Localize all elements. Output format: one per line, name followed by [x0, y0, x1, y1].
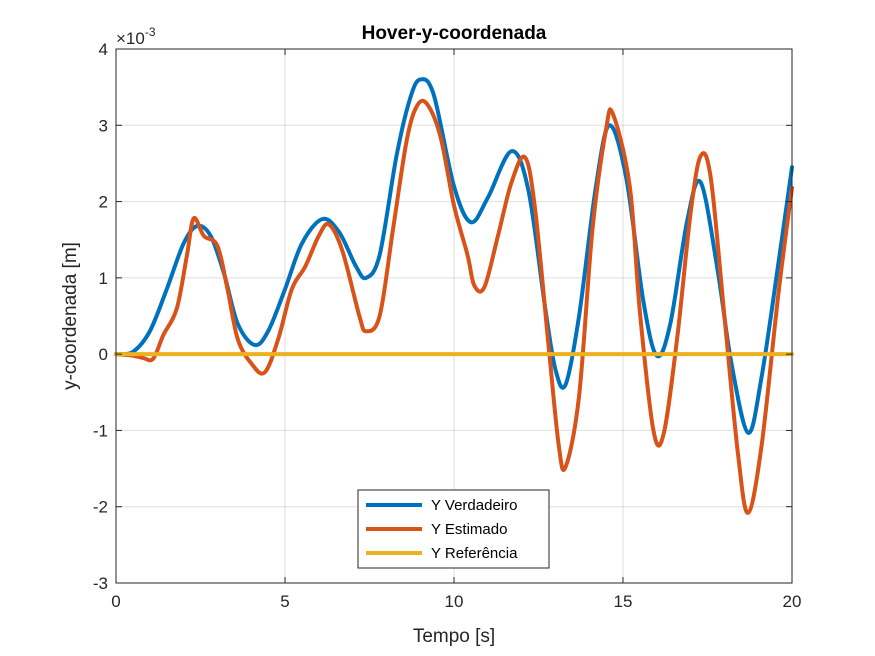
y-exponent-base: ×10: [116, 29, 145, 48]
legend: Y Verdadeiro Y Estimado Y Referência: [357, 489, 550, 569]
y-exponent-power: -3: [145, 25, 156, 39]
y-tick-label: -3: [93, 574, 108, 593]
y-exponent-label: ×10-3: [116, 25, 156, 48]
y-tick-label: -1: [93, 421, 108, 440]
x-tick-label: 5: [280, 592, 289, 611]
y-tick-label: 3: [99, 116, 108, 135]
legend-label-y-verdadeiro: Y Verdadeiro: [431, 497, 517, 514]
x-tick-label: 15: [614, 592, 633, 611]
y-tick-label: 0: [99, 345, 108, 364]
series-line-y-estimado: [114, 98, 794, 515]
chart-title: Hover-y-coordenada: [362, 23, 547, 44]
y-tick-label: 1: [99, 269, 108, 288]
ticks: [115, 48, 793, 584]
x-tick-label: 10: [445, 592, 464, 611]
y-tick-label: 4: [99, 40, 108, 59]
legend-label-y-refer-ncia: Y Referência: [431, 545, 518, 562]
x-tick-label: 20: [783, 592, 802, 611]
y-tick-label: 2: [99, 193, 108, 212]
tick-labels: 0 5 10 15 20 -3 -2 -1 0 1 2 3 4: [93, 40, 802, 611]
x-axis-label: Tempo [s]: [413, 626, 495, 647]
series-group: [114, 77, 794, 515]
x-tick-label: 0: [111, 592, 120, 611]
y-axis-label: y-coordenada [m]: [60, 242, 81, 390]
legend-label-y-estimado: Y Estimado: [431, 521, 507, 538]
y-tick-label: -2: [93, 498, 108, 517]
